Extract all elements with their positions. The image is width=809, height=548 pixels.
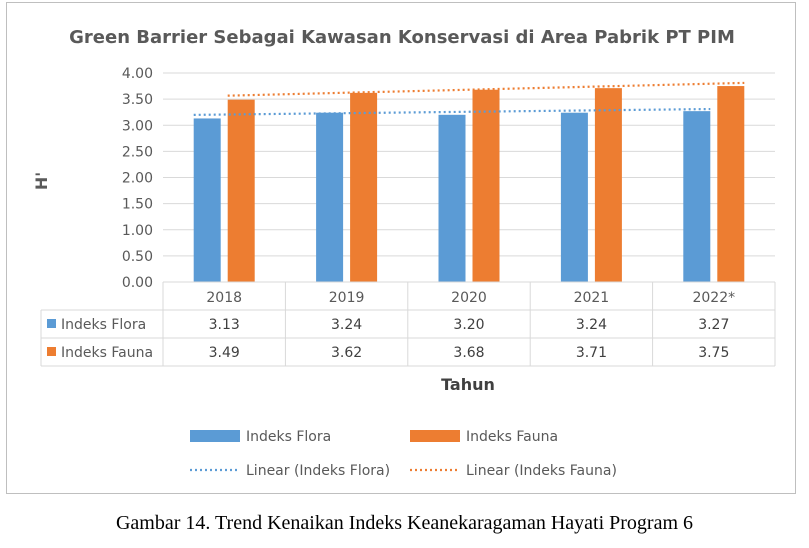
data-label: 3.20 <box>453 317 484 333</box>
legend-label: Indeks Flora <box>246 429 331 445</box>
bar-fauna <box>350 92 378 282</box>
y-tick-label: 2.50 <box>122 144 153 160</box>
chart-frame: Green Barrier Sebagai Kawasan Konservasi… <box>6 2 796 494</box>
data-label: 3.71 <box>576 345 607 361</box>
legend-label: Indeks Fauna <box>466 429 558 445</box>
y-tick-label: 1.00 <box>122 223 153 239</box>
chart: Green Barrier Sebagai Kawasan Konservasi… <box>32 27 776 479</box>
data-label: 3.49 <box>209 345 240 361</box>
x-tick-label: 2019 <box>329 290 365 306</box>
data-label: 3.27 <box>698 317 729 333</box>
table-legend-key <box>47 347 56 356</box>
bar-flora <box>316 112 344 283</box>
x-tick-label: 2022* <box>692 290 735 306</box>
table-legend-key <box>47 319 56 328</box>
bar-fauna <box>227 99 255 283</box>
bar-fauna <box>717 86 745 282</box>
trendline-fauna <box>227 81 745 97</box>
y-tick-label: 1.50 <box>122 197 153 213</box>
bar-flora <box>683 111 711 282</box>
trendline-flora <box>193 107 711 116</box>
data-label: 3.62 <box>331 345 362 361</box>
y-tick-label: 4.00 <box>122 66 153 82</box>
bar-flora <box>438 114 466 282</box>
data-label: 3.68 <box>453 345 484 361</box>
x-tick-label: 2021 <box>574 290 610 306</box>
figure-caption: Gambar 14. Trend Kenaikan Indeks Keaneka… <box>115 512 694 534</box>
bar-flora <box>560 112 588 283</box>
bar-fauna <box>594 88 622 282</box>
bar-flora <box>193 118 221 283</box>
y-tick-label: 0.00 <box>122 275 153 291</box>
data-label: 3.13 <box>209 317 240 333</box>
legend-swatch <box>190 430 240 442</box>
y-tick-label: 3.00 <box>122 118 153 134</box>
table-series-name: Indeks Flora <box>61 317 146 333</box>
table-series-name: Indeks Fauna <box>61 345 153 361</box>
y-tick-label: 2.00 <box>122 171 153 187</box>
legend-label: Linear (Indeks Flora) <box>246 463 390 479</box>
x-tick-label: 2018 <box>206 290 242 306</box>
x-tick-label: 2020 <box>451 290 487 306</box>
y-axis-label: H' <box>32 172 51 190</box>
data-label: 3.24 <box>331 317 362 333</box>
y-tick-label: 3.50 <box>122 92 153 108</box>
legend-label: Linear (Indeks Fauna) <box>466 463 617 479</box>
data-label: 3.75 <box>698 345 729 361</box>
chart-title: Green Barrier Sebagai Kawasan Konservasi… <box>69 27 735 48</box>
x-axis-label: Tahun <box>441 375 495 394</box>
legend-swatch <box>410 430 460 442</box>
y-tick-label: 0.50 <box>122 249 153 265</box>
bar-fauna <box>472 89 500 282</box>
data-label: 3.24 <box>576 317 607 333</box>
